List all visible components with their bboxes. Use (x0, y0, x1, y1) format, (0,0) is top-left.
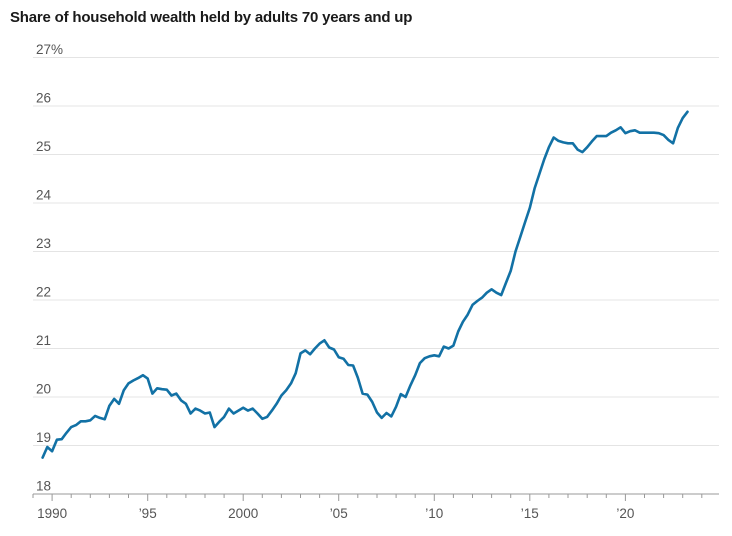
y-tick-label: 20 (36, 382, 51, 397)
y-tick-label: 18 (36, 479, 51, 494)
series-line-wealth-share (41, 110, 689, 459)
x-tick-label: ’10 (425, 506, 443, 521)
chart-title: Share of household wealth held by adults… (10, 9, 413, 26)
x-tick-label: ’05 (330, 506, 348, 521)
y-tick-label: 25 (36, 139, 51, 154)
y-tick-label: 22 (36, 285, 51, 300)
x-tick-label: ’95 (139, 506, 157, 521)
x-tick-label: ’20 (616, 506, 634, 521)
y-tick-label: 26 (36, 91, 51, 106)
y-tick-label: 19 (36, 430, 51, 445)
x-tick-label: 1990 (37, 506, 67, 521)
y-tick-label: 24 (36, 188, 52, 203)
y-tick-label: 21 (36, 333, 51, 348)
x-tick-label: 2000 (228, 506, 258, 521)
y-tick-label: 23 (36, 236, 51, 251)
x-tick-label: ’15 (521, 506, 539, 521)
y-tick-label: 27% (36, 42, 63, 57)
